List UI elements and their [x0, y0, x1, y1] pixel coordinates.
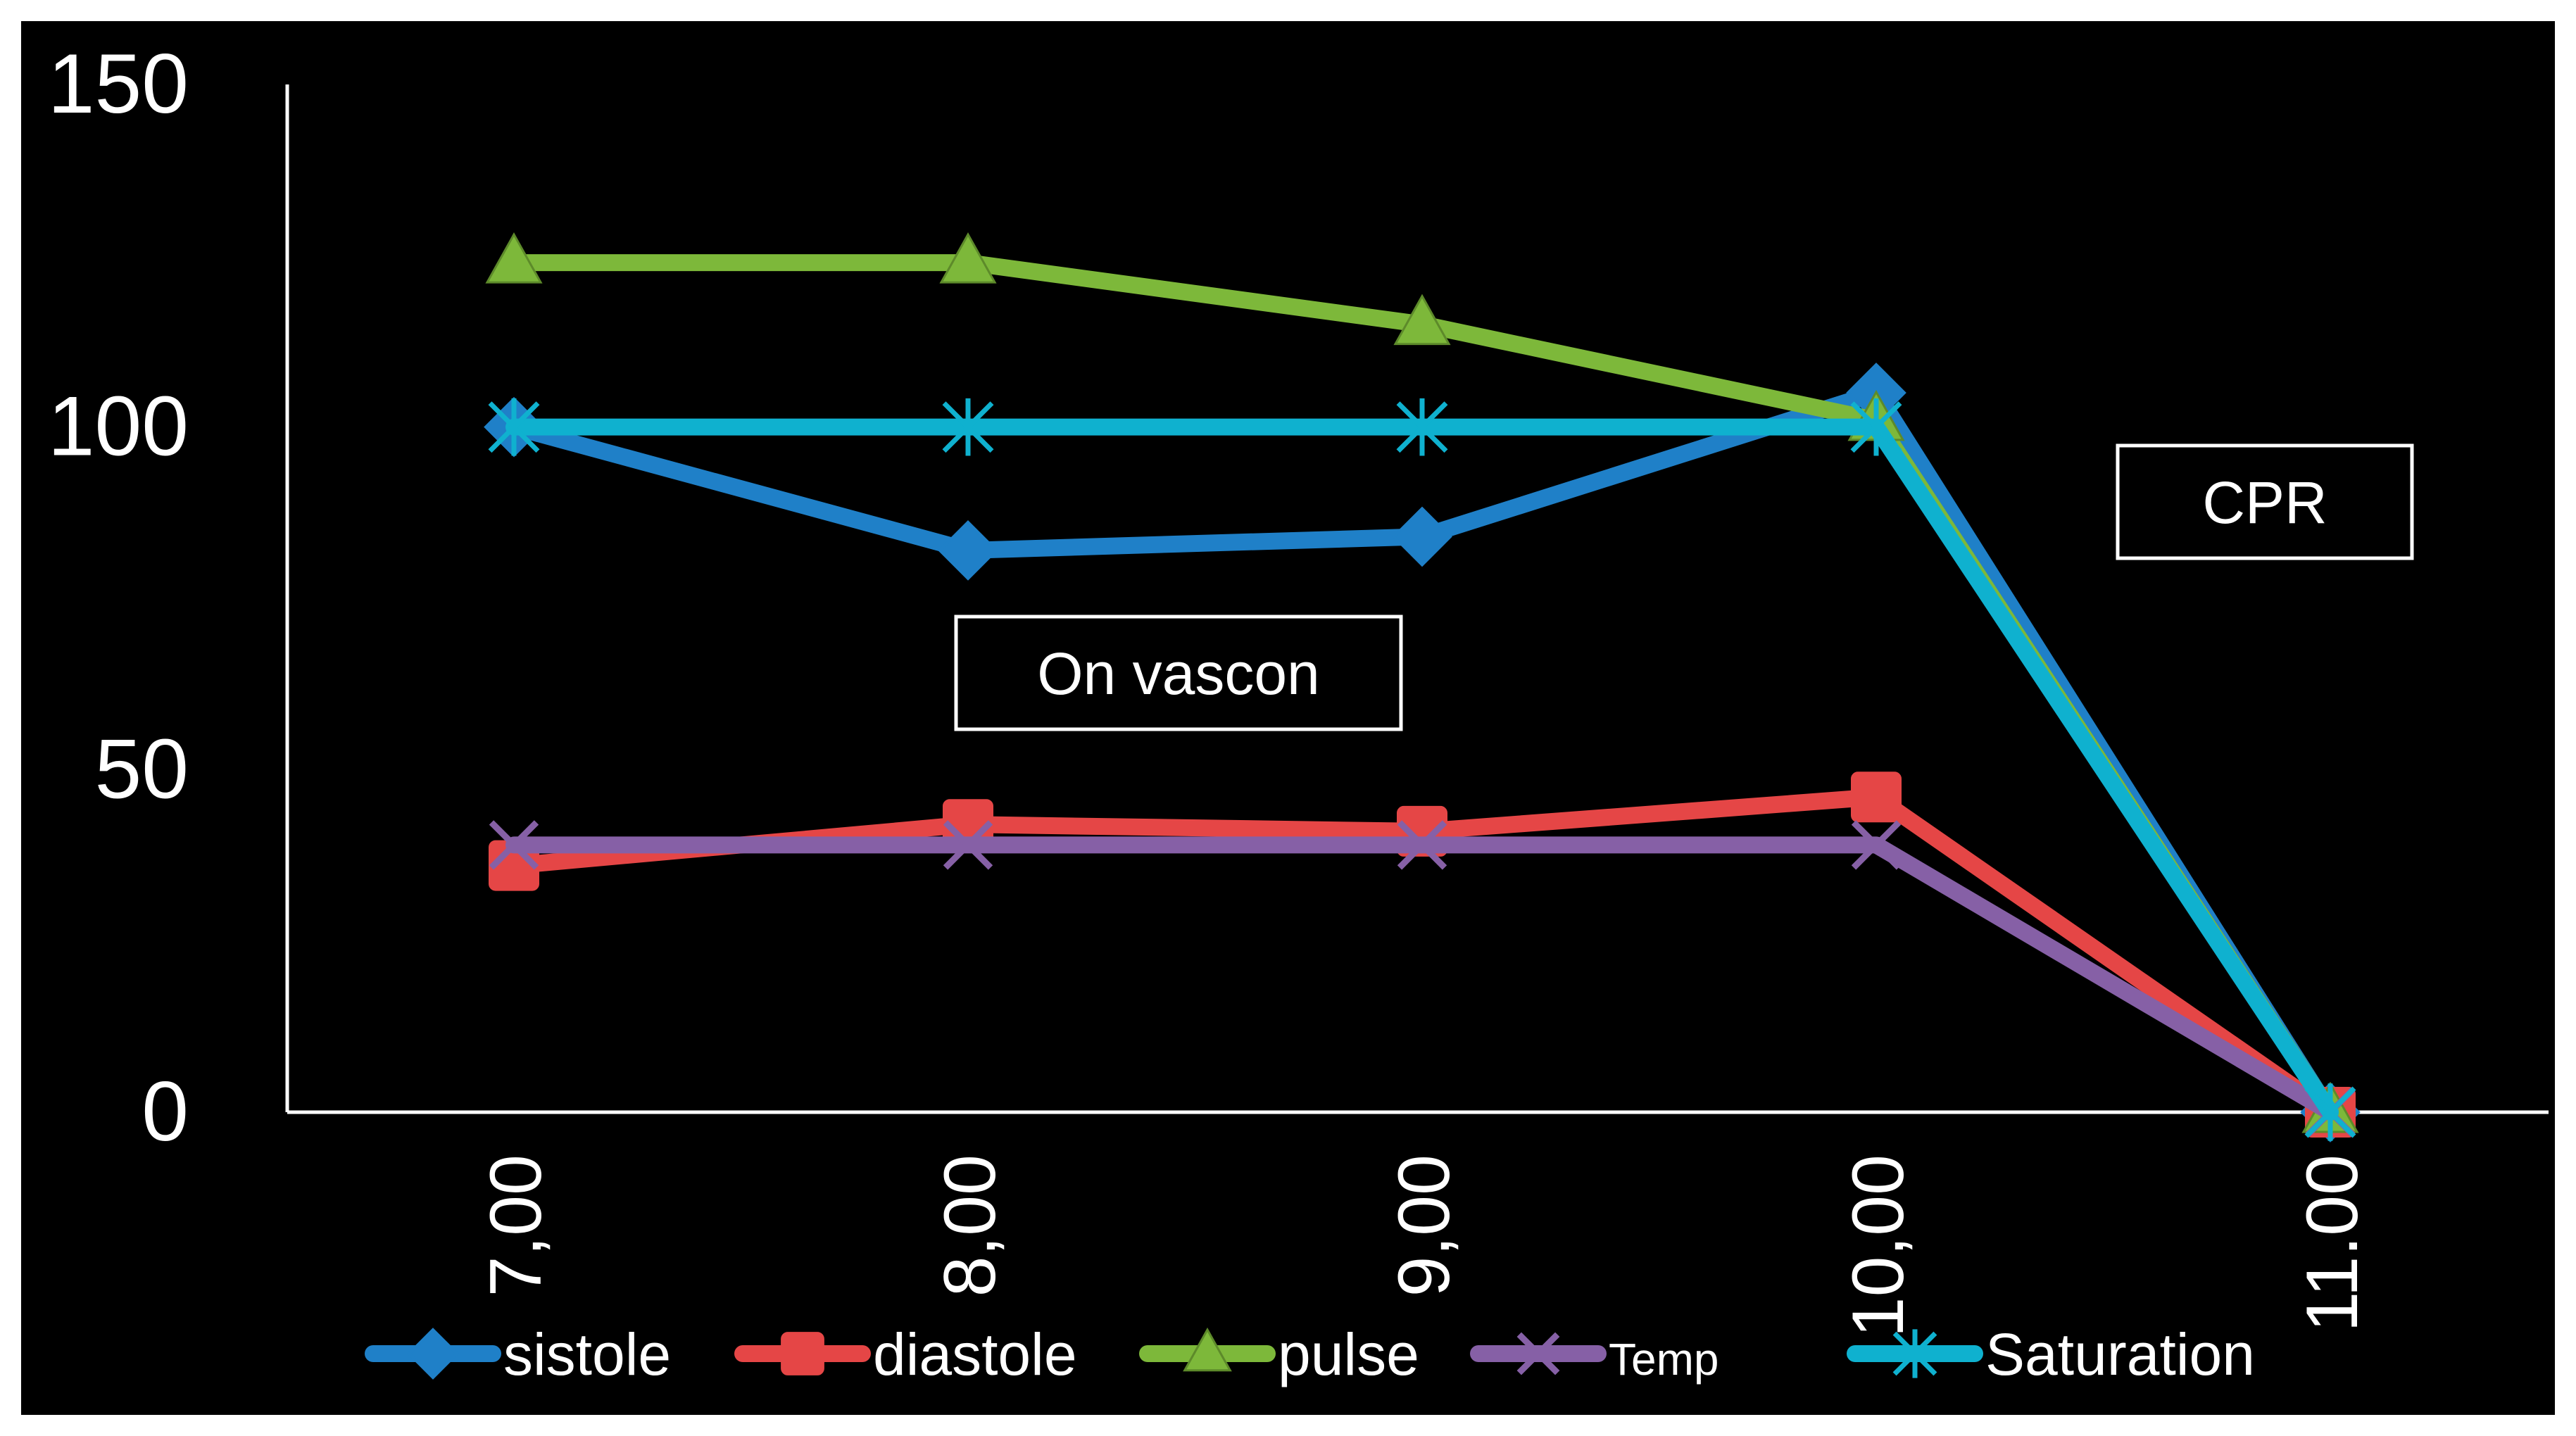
annotation-text: CPR: [2202, 470, 2327, 536]
data-point: [939, 232, 997, 284]
x-tick-label: 8,00: [929, 1154, 1011, 1297]
x-tick-label: 9,00: [1383, 1154, 1465, 1297]
data-point: [1851, 771, 1902, 823]
legend-marker: [1516, 1332, 1560, 1375]
data-point: [943, 820, 993, 870]
data-point: [2304, 1083, 2356, 1141]
data-point: [1397, 820, 1447, 870]
legend-item-diastole: diastole: [734, 1321, 1077, 1387]
data-point: [1851, 820, 1902, 870]
axes: [285, 84, 2549, 1114]
data-point: [489, 820, 539, 870]
x-tick-label: 11.00: [2292, 1154, 2373, 1333]
legend: sistole diastole pulse Temp Saturation: [365, 1321, 2255, 1387]
data-point: [1850, 398, 1902, 456]
legend-label: Saturation: [1985, 1321, 2255, 1387]
data-point: [488, 398, 540, 456]
legend-marker: [407, 1328, 459, 1380]
y-tick-label: 150: [48, 37, 189, 131]
series-saturation: [488, 398, 2356, 1141]
legend-item-sistole: sistole: [365, 1321, 671, 1387]
legend-label: sistole: [503, 1321, 671, 1387]
annotations: On vascon CPR: [954, 443, 2414, 731]
annotation-box: CPR: [2116, 443, 2414, 560]
legend-label: diastole: [873, 1321, 1077, 1387]
data-point: [485, 232, 543, 284]
y-tick-label: 0: [142, 1064, 189, 1159]
legend-item-temp: Temp: [1470, 1332, 1719, 1385]
x-tick-label: 10,00: [1837, 1154, 1919, 1337]
data-point: [1396, 398, 1448, 456]
legend-item-pulse: pulse: [1139, 1321, 1419, 1387]
legend-label: pulse: [1278, 1321, 1419, 1387]
data-point: [1393, 294, 1451, 346]
legend-label: Temp: [1609, 1334, 1719, 1385]
data-point: [938, 520, 998, 581]
annotation-text: On vascon: [1037, 641, 1320, 707]
legend-marker: [781, 1332, 824, 1375]
tick-labels: 0 50 100 150 7,00 8,00 9,00 10,00 11.00: [48, 37, 2373, 1337]
y-tick-label: 100: [48, 379, 189, 474]
data-point: [1392, 506, 1452, 567]
legend-marker: [1892, 1329, 1937, 1378]
annotation-frame: [954, 615, 1403, 731]
annotation-frame: [2116, 443, 2414, 560]
data-point: [942, 398, 994, 456]
legend-marker: [1183, 1327, 1232, 1372]
annotation-box: On vascon: [954, 615, 1403, 731]
x-tick-label: 7,00: [475, 1154, 557, 1297]
legend-item-saturation: Saturation: [1847, 1321, 2255, 1387]
y-tick-label: 50: [95, 722, 189, 816]
series-lines: [484, 232, 2361, 1142]
